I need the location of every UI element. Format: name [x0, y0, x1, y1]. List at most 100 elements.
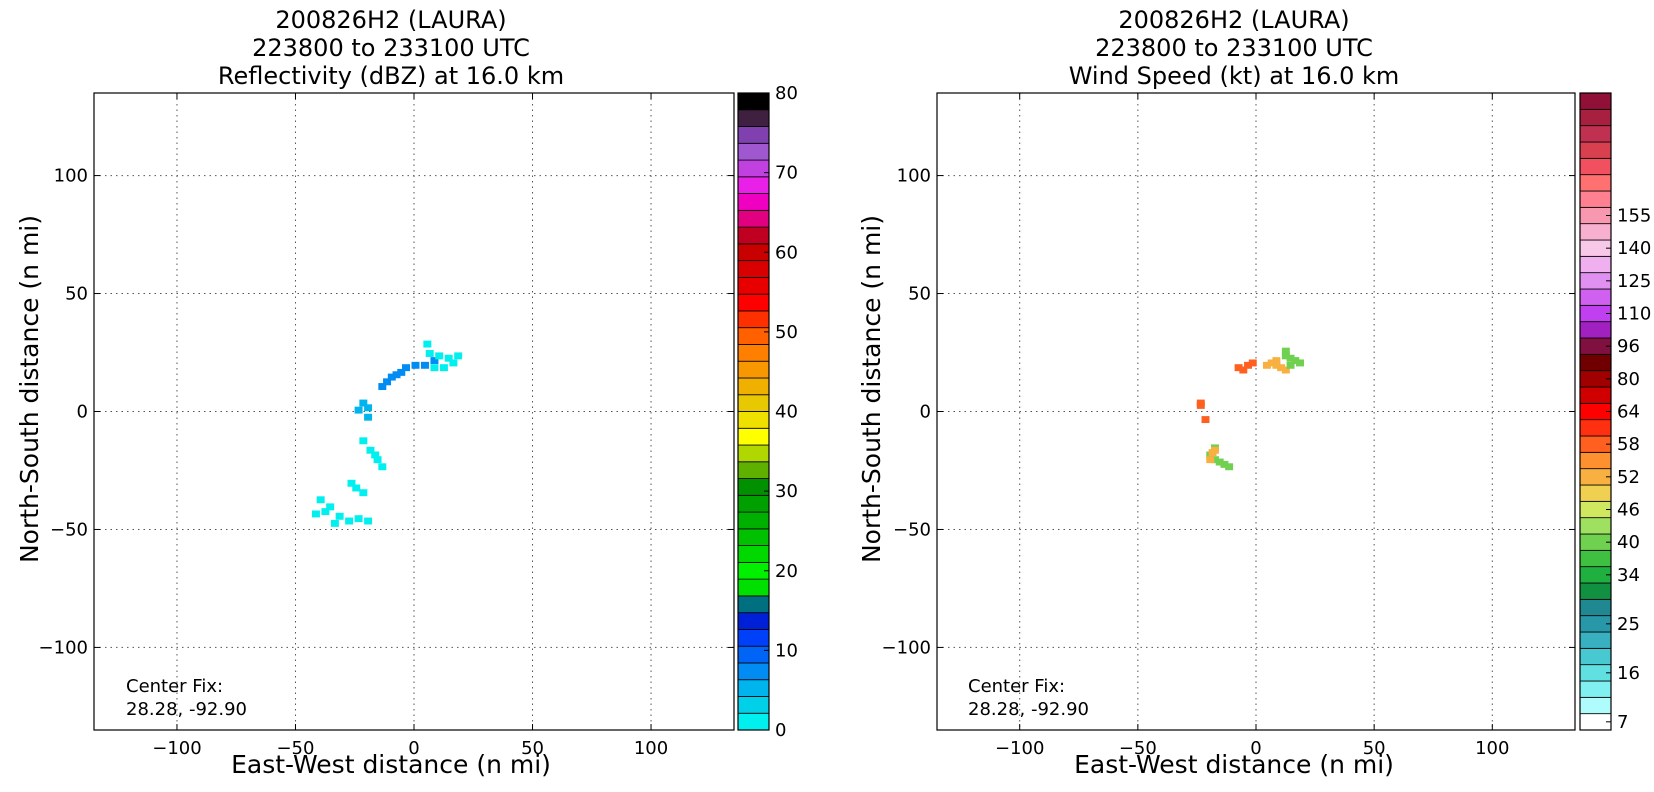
field-cell [430, 364, 439, 372]
y-tick-label: −50 [50, 519, 88, 540]
x-tick-label: −50 [276, 738, 314, 759]
colorbar-bin [737, 159, 770, 178]
colorbar-bin [737, 126, 770, 144]
field-cell [359, 437, 368, 445]
colorbar-bin [737, 712, 770, 731]
colorbar-tick-label: 0 [775, 720, 786, 741]
y-tick-label: 100 [897, 166, 931, 187]
colorbar-tick-label: 70 [775, 163, 798, 184]
colorbar-bin [1579, 321, 1612, 339]
field-cell [1248, 359, 1257, 367]
colorbar-bin [737, 545, 770, 563]
colorbar-bin [737, 645, 770, 664]
field-cell [1277, 364, 1286, 372]
field-cell [373, 456, 382, 464]
colorbar-tick-label: 7 [1617, 712, 1628, 733]
field-cell [321, 508, 330, 516]
field-cell [359, 399, 368, 407]
colorbar-bin [1579, 386, 1612, 404]
colorbar-tick-label: 80 [775, 83, 798, 104]
colorbar-bin [1579, 223, 1612, 241]
field-cell [402, 364, 410, 372]
colorbar-tick-label: 40 [775, 402, 798, 423]
field-cell [449, 359, 458, 367]
colorbar-tick-label: 58 [1617, 434, 1640, 455]
colorbar-tick-label: 96 [1617, 336, 1640, 357]
field-cell [311, 510, 320, 518]
wind-speed-panel: 200826H2 (LAURA) 223800 to 233100 UTC Wi… [857, 6, 1651, 779]
axis-ticks: −100 −50 0 50 100 −100 −50 0 50 100 [882, 93, 1575, 759]
center-fix-label: Center Fix: [968, 676, 1065, 697]
colorbar-bin [737, 612, 770, 630]
chart-title-line-3: Reflectivity (dBZ) at 16.0 km [218, 62, 564, 90]
field-cell [1225, 463, 1234, 471]
colorbar-tick-label: 34 [1617, 565, 1640, 586]
field-cell [1244, 361, 1253, 369]
y-tick-label: −100 [882, 637, 931, 658]
x-tick-label: 0 [1250, 738, 1261, 759]
colorbar-bin [1579, 353, 1612, 372]
colorbar-bin [1579, 582, 1612, 600]
field-cell [1234, 364, 1243, 372]
field-cell-center [354, 399, 373, 421]
colorbar-bin [737, 444, 770, 463]
x-tick-label: 100 [1475, 738, 1509, 759]
colorbar-tick-label: 140 [1617, 238, 1651, 259]
colorbar-bin [737, 193, 770, 211]
field-band-north-west [1234, 359, 1257, 374]
colorbar-tick-label: 40 [1617, 532, 1640, 553]
colorbar: 7 16 25 34 40 46 52 58 64 80 96 110 125 140 155 [1579, 92, 1651, 733]
field-cell [1206, 456, 1215, 464]
data-field [311, 340, 463, 527]
field-cell [392, 371, 401, 379]
colorbar-bin [737, 394, 770, 412]
colorbar-bin [1579, 125, 1612, 143]
colorbar-bin [737, 679, 770, 697]
colorbar-bin [1579, 108, 1612, 127]
colorbar-tick-label: 110 [1617, 304, 1651, 325]
chart-title-line-3: Wind Speed (kt) at 16.0 km [1069, 62, 1400, 90]
field-cell [1262, 361, 1271, 369]
colorbar-bin [737, 494, 770, 513]
center-fix-value: 28.28, -92.90 [968, 699, 1089, 720]
grid [937, 93, 1575, 730]
y-tick-label: 100 [54, 166, 88, 187]
grid [94, 93, 734, 730]
field-cell [354, 515, 363, 523]
colorbar-bin [737, 310, 770, 329]
colorbar-bin [737, 109, 770, 127]
colorbar-bin [1579, 517, 1612, 535]
field-cell [1281, 347, 1290, 355]
colorbar-tick-label: 60 [775, 242, 798, 263]
colorbar-bin [737, 276, 770, 295]
center-fix-value: 28.28, -92.90 [126, 699, 247, 720]
colorbar-bin [737, 344, 770, 362]
field-band-north [378, 357, 439, 391]
colorbar-bin [737, 427, 770, 446]
y-axis-label: North-South distance (n mi) [857, 215, 886, 563]
field-cell [364, 413, 373, 421]
field-cell [316, 496, 325, 504]
colorbar-bin [1579, 141, 1612, 159]
field-cell [425, 350, 434, 357]
field-cell [347, 479, 356, 487]
y-tick-label: 50 [65, 284, 88, 305]
colorbar-bin [737, 511, 770, 530]
colorbar-tick-label: 80 [1617, 369, 1640, 390]
chart-title-line-2: 223800 to 233100 UTC [1095, 34, 1373, 62]
colorbar-bin [737, 360, 770, 379]
field-cell [366, 446, 375, 454]
colorbar-bin [1579, 451, 1612, 470]
field-cell [1239, 366, 1248, 374]
colorbar-bin [1579, 419, 1612, 437]
data-field [1196, 347, 1304, 471]
x-axis-label: East-West distance (n mi) [231, 750, 551, 779]
y-tick-label: 50 [908, 284, 931, 305]
chart-title-line-2: 223800 to 233100 UTC [252, 34, 530, 62]
axis-ticks: −100 −50 0 50 100 −100 −50 0 50 100 [39, 93, 734, 759]
field-cell [387, 373, 396, 381]
field-band-south-2 [347, 479, 368, 497]
colorbar-tick-label: 10 [775, 640, 798, 661]
y-tick-label: 0 [77, 402, 88, 423]
